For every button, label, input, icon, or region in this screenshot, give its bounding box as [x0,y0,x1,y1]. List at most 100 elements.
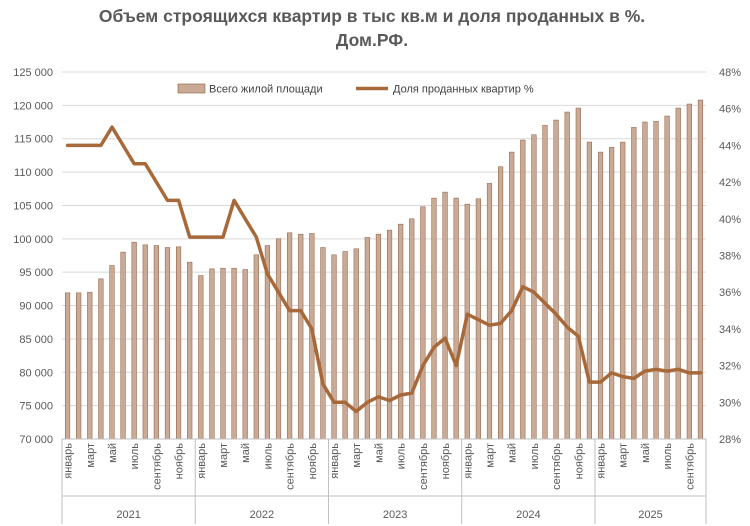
bar [153,245,159,440]
area-bars-series [64,99,704,440]
right-tick-label: 42% [719,177,741,189]
legend: Всего жилой площади Доля проданных кварт… [177,83,534,96]
bar [76,292,82,440]
left-tick-label: 120 000 [13,100,53,112]
bar [575,107,581,440]
month-label: ноябрь [573,443,585,480]
bar [331,254,337,440]
bar [298,233,304,440]
left-tick-label: 80 000 [19,367,53,379]
right-tick-label: 34% [719,324,741,336]
legend-line-label: Доля проданных квартир % [393,84,534,96]
month-label: январь [196,443,208,479]
month-label: ноябрь [174,443,186,480]
left-tick-label: 115 000 [14,134,53,146]
month-label: ноябрь [440,443,452,480]
bar [120,251,126,440]
bar [664,115,670,440]
year-label: 2021 [116,509,140,521]
right-tick-label: 46% [719,104,741,116]
bar [164,247,171,440]
bar [409,218,415,440]
sold-share-line-series [65,125,703,414]
bar [597,151,604,440]
right-tick-label: 40% [719,214,741,226]
left-tick-label: 100 000 [13,234,53,246]
month-label: июль [662,443,674,470]
bar [686,103,692,440]
bar [386,229,393,440]
month-label: сентябрь [418,443,430,490]
month-label: январь [329,443,341,479]
month-label: сентябрь [151,443,163,490]
bar [675,107,681,440]
year-label: 2023 [383,509,407,521]
year-label: 2024 [516,509,540,521]
bar [609,147,615,440]
bar [131,241,137,440]
month-label: май [107,443,119,463]
bar [242,269,248,440]
month-label: март [351,443,363,468]
bar [375,233,382,440]
month-label: май [507,443,519,463]
month-label: март [618,443,630,468]
month-label: май [373,443,385,463]
bar [231,267,237,440]
bar [509,151,515,440]
month-label: июль [129,443,141,470]
month-label: июль [529,443,541,470]
left-tick-label: 110 000 [14,167,53,179]
month-label: ноябрь [307,443,319,480]
month-label: март [85,443,97,468]
bar [420,206,426,440]
bar [553,119,559,440]
month-label: январь [462,443,474,479]
bar [653,121,659,440]
month-label: май [640,443,652,463]
left-tick-label: 125 000 [13,67,53,79]
bar [697,99,704,440]
bar [542,125,548,440]
month-label: май [240,443,252,463]
right-tick-label: 48% [719,67,741,79]
bar [586,141,592,440]
bar [253,254,259,440]
legend-bar-swatch [177,83,206,94]
right-tick-label: 44% [719,140,741,152]
left-tick-label: 90 000 [19,301,53,313]
left-tick-label: 70 000 [19,434,53,446]
bar [187,261,193,440]
month-label: март [485,443,497,468]
bar [453,197,459,440]
bar [320,247,326,440]
bar [98,278,104,440]
month-label: сентябрь [551,443,563,490]
right-tick-label: 30% [719,397,741,409]
month-label: январь [63,443,75,479]
left-tick-label: 85 000 [19,334,53,346]
bar [364,237,370,440]
bar [620,141,626,440]
right-tick-label: 36% [719,287,741,299]
bar [275,238,282,440]
month-label: январь [596,443,608,479]
month-label: март [218,443,230,468]
bar [486,183,493,440]
sold-share-line [65,125,703,414]
x-axis: январь март май июль сентябрь ноябрь2021январ… [61,438,707,524]
bar [342,251,348,440]
bar [64,292,71,440]
month-label: сентябрь [285,443,297,490]
month-label: сентябрь [684,443,696,490]
right-tick-label: 38% [719,251,741,263]
right-y-axis: 28% 30% 32% 34% 36% 38% 40% 42% 44% 46% 48% [719,67,741,446]
bar [642,121,648,440]
chart-title-line-1: Объем строящихся квартир в тыс кв.м и до… [99,6,645,26]
year-label: 2025 [638,509,662,521]
year-label: 2022 [250,509,274,521]
bar [442,191,448,440]
left-tick-label: 75 000 [19,401,53,413]
bar [431,197,437,440]
